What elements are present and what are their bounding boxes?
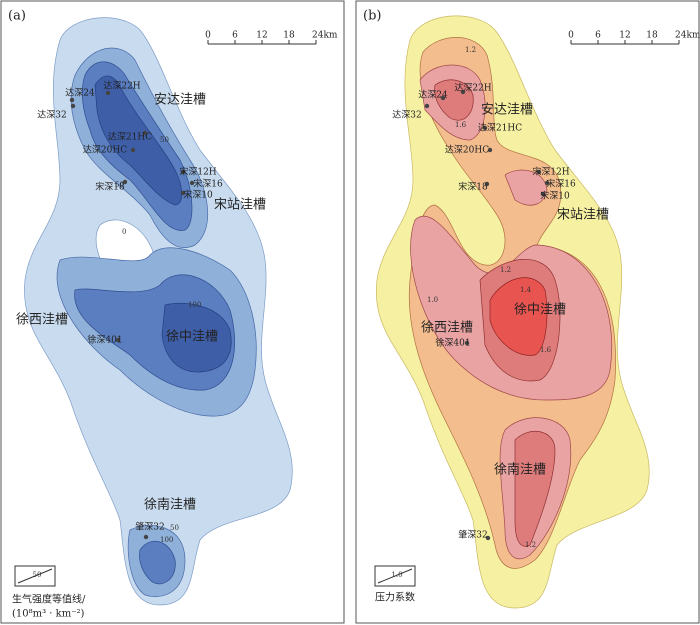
panel-label: (b) <box>363 9 381 24</box>
basin-label: 徐南洼槽 <box>494 462 546 478</box>
scale-label: 18 <box>646 31 658 41</box>
contour-label: 1.0 <box>427 296 438 304</box>
basin-label: 徐西洼槽 <box>421 321 473 336</box>
contour-label: 1.4 <box>520 286 532 294</box>
scale-label: 18 <box>283 31 295 41</box>
contour-label: 1.6 <box>540 346 552 354</box>
scale-label: 6 <box>232 31 238 41</box>
well-label: 达深21HC <box>478 122 522 134</box>
contour-zone <box>489 277 548 356</box>
scale-label: 0 <box>568 31 574 41</box>
well-dot <box>487 147 493 153</box>
well-dot <box>122 179 128 185</box>
well-label: 宋深12H <box>532 166 569 178</box>
well-dot <box>69 97 75 103</box>
basin-label: 徐中洼槽 <box>514 303 566 318</box>
legend-caption: 生气强度等值线/ <box>12 593 86 606</box>
panel: (a) 0 6 12 18 24km 0 50 50 100 50 100 达深24 达深22H 达深32 达… <box>0 0 345 624</box>
well-dot <box>485 535 491 541</box>
well-dot <box>115 337 121 343</box>
contour-label: 50 <box>170 524 179 532</box>
well-label: 徐深401 <box>435 337 470 349</box>
well-label: 宋深18 <box>95 181 125 193</box>
well-dot <box>130 147 136 153</box>
well-label: 宋深12H <box>179 166 216 178</box>
well-dot <box>142 130 148 136</box>
scale-label: 12 <box>256 31 267 41</box>
contour-label: 50 <box>160 136 169 144</box>
well-label: 肇深32 <box>458 529 487 541</box>
well-dot <box>440 95 446 101</box>
basin-label: 宋站洼槽 <box>557 208 609 223</box>
well-label: 宋深10 <box>183 189 213 201</box>
legend-caption: (10⁸m³ · km⁻²) <box>12 609 84 620</box>
scale-label: 0 <box>205 31 211 41</box>
well-label: 达深32 <box>37 109 66 121</box>
contour-label: 50 <box>115 181 124 189</box>
scale-label: 12 <box>619 31 630 41</box>
contour-label: 1.6 <box>455 121 467 129</box>
well-dot <box>180 169 186 175</box>
panel: (b) 0 6 12 18 24km 1.2 1.6 1.0 1.2 1.4 1.6 1.2 达深24 达深… <box>355 0 700 624</box>
well-label: 肇深32 <box>135 521 164 533</box>
contour-label: 1.2 <box>525 541 536 549</box>
well-dot <box>460 89 466 95</box>
basin-label: 徐西洼槽 <box>16 313 68 328</box>
contour-label: 100 <box>160 536 173 544</box>
contour-zone <box>94 75 232 373</box>
well-dot <box>484 181 490 187</box>
well-label: 达深20HC <box>83 144 127 156</box>
contour-label: 1.2 <box>500 266 511 274</box>
well-label: 达深22H <box>103 80 140 92</box>
well-label: 徐深401 <box>87 334 122 346</box>
well-dot <box>180 190 186 196</box>
scale-label: 24km <box>675 31 700 41</box>
well-dot <box>482 125 488 131</box>
basin-label: 徐南洼槽 <box>144 497 196 513</box>
legend-sample: 50 <box>33 571 42 579</box>
scale-label: 6 <box>595 31 601 41</box>
well-label: 宋深18 <box>458 181 488 193</box>
well-label: 达深24 <box>65 87 95 99</box>
well-dot <box>544 180 550 186</box>
legend-caption: 压力系数 <box>375 591 415 604</box>
well-label: 宋深16 <box>193 178 223 190</box>
contour-label: 0 <box>122 228 126 236</box>
well-dot <box>70 103 76 109</box>
well-dot <box>464 340 470 346</box>
basin-label: 安达洼槽 <box>481 103 533 118</box>
well-label: 达深20HC <box>445 144 489 156</box>
well-label: 达深32 <box>392 109 421 121</box>
contour-label: 1.2 <box>465 46 476 54</box>
contour-label: 100 <box>188 301 201 309</box>
well-dot <box>536 169 542 175</box>
legend-line <box>377 568 413 584</box>
basin-label: 徐中洼槽 <box>166 330 218 345</box>
well-label: 宋深10 <box>540 190 570 202</box>
contour-zone <box>74 61 235 585</box>
well-label: 达深24 <box>418 89 448 101</box>
well-dot <box>424 103 430 109</box>
well-label: 宋深16 <box>546 178 576 190</box>
scale-label: 24km <box>312 31 338 41</box>
basin-label: 宋站洼槽 <box>214 198 266 213</box>
well-label: 达深21HC <box>108 131 152 143</box>
legend-line <box>17 568 53 584</box>
panel-label: (a) <box>8 9 26 24</box>
well-dot <box>189 180 195 186</box>
legend-sample: 1.0 <box>391 571 402 579</box>
well-dot <box>540 191 546 197</box>
basin-label: 安达洼槽 <box>154 93 206 108</box>
well-dot <box>105 90 111 96</box>
well-label: 达深22H <box>454 82 491 94</box>
well-dot <box>143 534 149 540</box>
